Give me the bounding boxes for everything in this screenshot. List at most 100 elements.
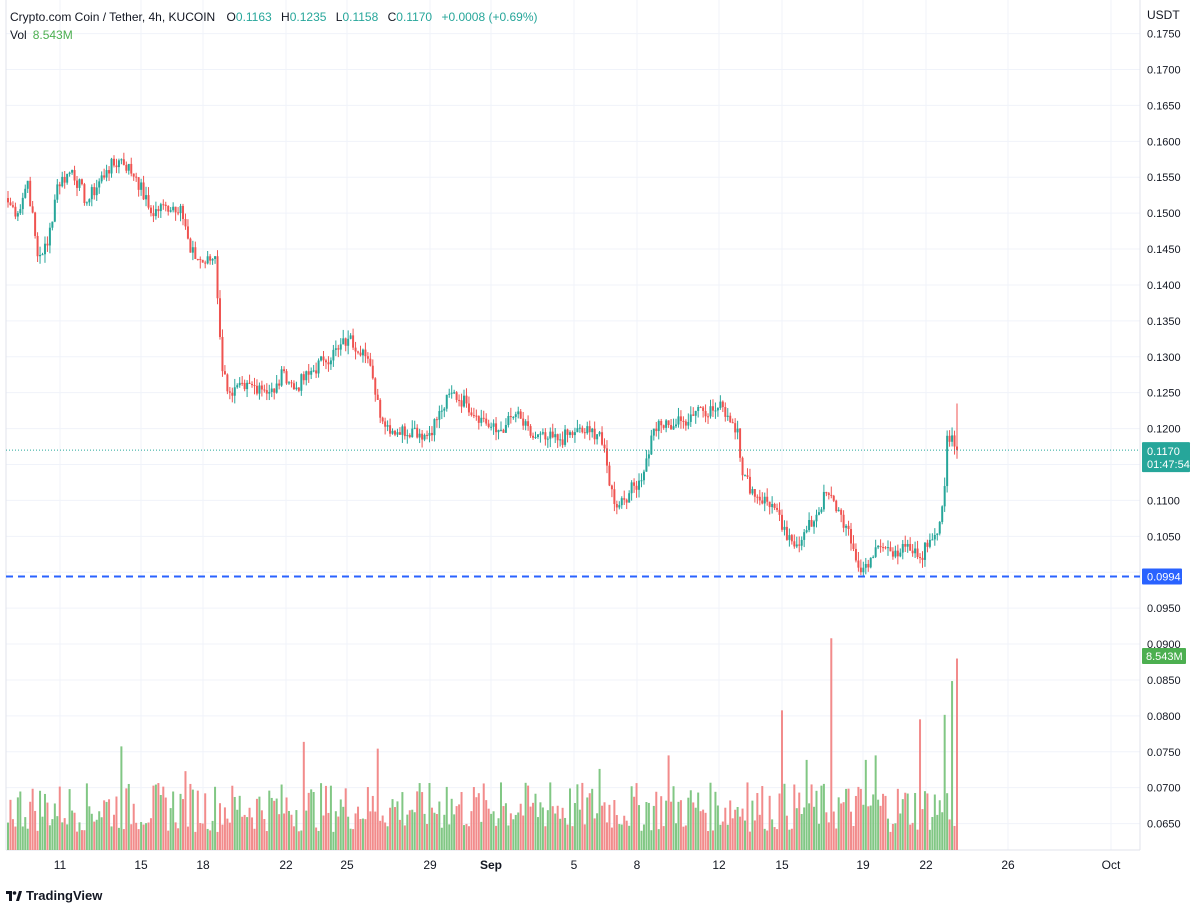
candle-body <box>366 356 369 359</box>
candle-body <box>872 556 875 558</box>
candle-body <box>670 425 673 430</box>
currency-label[interactable]: USDT <box>1147 8 1180 22</box>
change-value: +0.0008 (+0.69%) <box>441 10 538 24</box>
volume-bar <box>209 830 212 850</box>
volume-bar <box>120 746 123 850</box>
tradingview-footer[interactable]: TradingView <box>6 888 102 903</box>
volume-bar <box>519 803 522 850</box>
volume-bar <box>179 793 182 850</box>
candle-body <box>465 395 468 404</box>
volume-bar <box>347 816 350 850</box>
candle-body <box>243 382 246 390</box>
candle-body <box>448 393 451 395</box>
volume-bar <box>357 806 360 850</box>
candle-body <box>628 493 631 503</box>
volume-group <box>7 638 958 850</box>
candle-body <box>48 227 51 246</box>
volume-bar <box>741 808 744 850</box>
candle-body <box>859 567 862 573</box>
volume-bar <box>830 638 833 850</box>
volume-bar <box>391 799 394 850</box>
candle-body <box>763 496 766 504</box>
candle-body <box>349 335 352 339</box>
volume-bar <box>798 792 801 850</box>
volume-bar <box>226 818 229 850</box>
candle-body <box>51 221 54 228</box>
high-label: H <box>281 10 290 24</box>
candle-body <box>692 414 695 416</box>
price-tick-label: 0.1450 <box>1147 244 1181 256</box>
candle-body <box>820 509 823 513</box>
candle-body <box>655 428 658 432</box>
candle-body <box>324 360 327 363</box>
volume-bar <box>295 810 298 850</box>
volume-bar <box>236 809 239 850</box>
volume-bar <box>26 828 29 850</box>
volume-bar <box>159 794 162 850</box>
volume-bar <box>135 822 138 850</box>
candle-body <box>482 417 485 419</box>
volume-bar <box>933 794 936 850</box>
candle-body <box>522 418 525 426</box>
volume-bar <box>130 824 133 850</box>
volume-bar <box>909 824 912 850</box>
candle-body <box>292 383 295 390</box>
volume-bar <box>694 807 697 850</box>
candle-body <box>946 435 949 487</box>
volume-bar <box>364 819 367 850</box>
volume-bar <box>93 821 96 850</box>
candle-body <box>393 430 396 435</box>
candle-body <box>490 426 493 428</box>
candle-body <box>581 427 584 433</box>
candle-body <box>352 335 355 348</box>
candle-body <box>85 202 88 204</box>
price-tick-label: 0.1050 <box>1147 531 1181 543</box>
volume-bar <box>288 811 291 850</box>
volume-bar <box>674 823 677 850</box>
candle-body <box>391 430 394 434</box>
candle-body <box>544 432 547 440</box>
candle-body <box>822 491 825 510</box>
candle-body <box>218 298 221 337</box>
time-tick-label: Oct <box>1102 858 1121 872</box>
volume-bar <box>739 816 742 850</box>
candle-body <box>803 532 806 540</box>
volume-bar <box>339 799 342 850</box>
volume-bar <box>470 811 473 850</box>
volume-bar <box>463 825 466 850</box>
volume-bar <box>78 822 81 850</box>
candle-body <box>741 457 744 476</box>
volume-bar <box>393 807 396 850</box>
price-tick-label: 0.1550 <box>1147 172 1181 184</box>
volume-bar <box>105 801 108 850</box>
volume-bar <box>596 813 599 850</box>
volume-bar <box>140 822 143 850</box>
candle-body <box>428 432 431 436</box>
volume-bar <box>867 806 870 850</box>
time-tick-label: 26 <box>1001 858 1015 872</box>
candle-body <box>342 338 345 345</box>
volume-bar <box>670 801 673 850</box>
candle-body <box>426 434 429 436</box>
ohlc-row: Crypto.com Coin / Tether, 4h, KUCOIN O0.… <box>10 8 544 26</box>
volume-bar <box>872 794 875 850</box>
volume-bar <box>773 827 776 850</box>
volume-bar <box>642 824 645 850</box>
volume-bar <box>241 816 244 850</box>
candle-body <box>204 262 207 264</box>
symbol-title[interactable]: Crypto.com Coin / Tether, 4h, KUCOIN <box>10 10 216 24</box>
candle-body <box>411 428 414 438</box>
volume-bar <box>221 824 224 850</box>
candle-body <box>805 530 808 533</box>
candle-body <box>647 454 650 459</box>
candle-body <box>845 525 848 528</box>
candle-body <box>867 563 870 568</box>
volume-bar <box>835 828 838 850</box>
candle-body <box>199 258 202 260</box>
volume-bar <box>477 793 480 850</box>
candle-body <box>569 432 572 435</box>
volume-bar <box>810 784 813 850</box>
volume-bar <box>472 787 475 850</box>
